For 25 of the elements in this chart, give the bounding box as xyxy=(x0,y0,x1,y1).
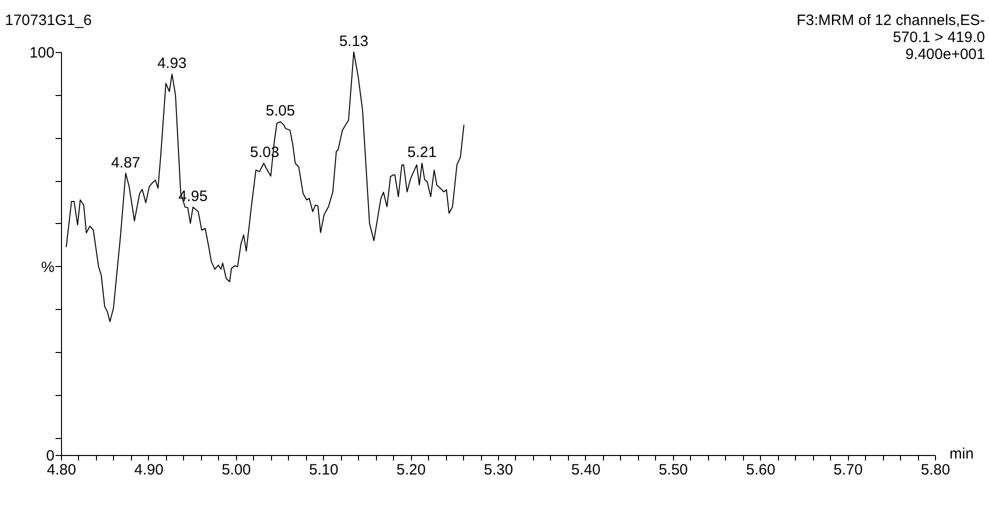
annotation: 5.21 xyxy=(407,144,437,162)
x-tick-label: 5.30 xyxy=(484,462,514,478)
text: 570.1 > 419.0 xyxy=(892,29,985,46)
text: F3:MRM of 12 channels,ES- xyxy=(796,12,985,29)
x-tick-label: 5.80 xyxy=(920,462,950,478)
annotation: 9.400e+001 xyxy=(905,46,985,63)
x-tick-label: 5.00 xyxy=(222,462,251,478)
x-tick-label: 5.60 xyxy=(746,462,776,478)
line-series xyxy=(66,52,464,322)
chart-title: 170731G1_6 xyxy=(5,12,92,29)
x-tick-label: 4.90 xyxy=(134,462,164,478)
annotation: 5.13 xyxy=(339,33,368,50)
y-tick-label: 100 xyxy=(29,44,54,62)
x-tick-label: 5.50 xyxy=(658,462,688,478)
x-tick-label: 5.10 xyxy=(309,462,338,478)
y-tick-label: 0 xyxy=(46,448,54,464)
x-tick-label: 5.40 xyxy=(571,462,600,478)
x-tick-label: 5.70 xyxy=(834,462,863,478)
x-tick-label: 4.80 xyxy=(46,462,76,478)
annotation: 4.93 xyxy=(157,55,187,72)
y-tick-label: % xyxy=(41,258,54,276)
x-axis-title: min xyxy=(950,446,974,462)
annotation: 4.87 xyxy=(111,154,140,172)
x-tick-label: 5.20 xyxy=(396,462,426,478)
annotation: 5.05 xyxy=(266,102,295,120)
